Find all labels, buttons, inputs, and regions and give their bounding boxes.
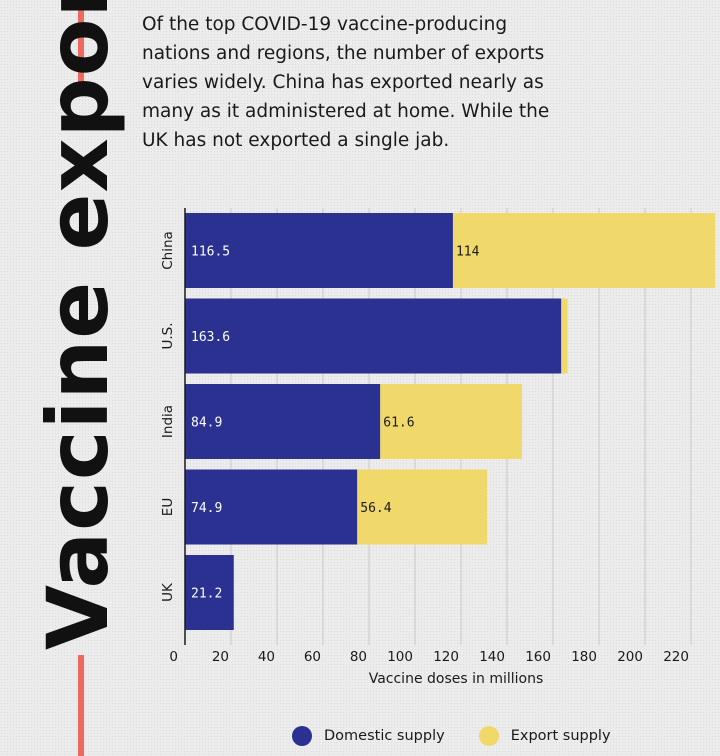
bar-domestic-us — [185, 298, 562, 374]
bar-domestic-eu — [185, 469, 358, 545]
legend-swatch-export — [478, 726, 499, 746]
legend-label-domestic: Domestic supply — [324, 728, 445, 744]
x-tick-label-220: 220 — [663, 649, 689, 665]
legend-label-export: Export supply — [510, 728, 611, 744]
data-label-domestic-uk: 21.2 — [191, 587, 222, 602]
bar-export-china — [452, 213, 716, 288]
category-label-us: U.S. — [160, 322, 176, 349]
x-tick-label-0: 0 — [169, 649, 178, 665]
x-tick-label-160: 160 — [525, 649, 551, 665]
bar-export-eu — [357, 469, 487, 545]
category-label-uk: UK — [160, 582, 176, 602]
legend-item-domestic: Domestic supply — [292, 726, 445, 746]
legend-item-export: Export supply — [478, 726, 611, 746]
x-tick-label-20: 20 — [212, 649, 229, 665]
data-label-export-eu: 56.4 — [360, 501, 391, 516]
x-axis-title: Vaccine doses in millions — [369, 671, 544, 687]
bar-export-us — [561, 298, 568, 374]
chart-description: Of the top COVID-19 vaccine-producing na… — [142, 14, 550, 151]
category-label-china: China — [160, 231, 176, 270]
x-tick-label-80: 80 — [350, 649, 367, 665]
data-label-domestic-eu: 74.9 — [191, 501, 222, 516]
data-label-domestic-china: 116.5 — [191, 245, 230, 260]
x-tick-label-180: 180 — [571, 649, 597, 665]
bar-domestic-india — [185, 384, 381, 459]
data-label-export-china: 114 — [456, 245, 480, 260]
legend: Domestic supply Export supply — [292, 726, 645, 746]
x-tick-label-100: 100 — [387, 649, 413, 665]
bar-export-india — [380, 384, 522, 459]
x-tick-label-140: 140 — [479, 649, 505, 665]
category-label-india: India — [160, 405, 176, 438]
x-tick-label-200: 200 — [617, 649, 643, 665]
accent-line-bottom — [78, 655, 84, 756]
accent-line-top — [78, 0, 84, 90]
data-label-domestic-india: 84.9 — [191, 416, 222, 431]
data-label-domestic-us: 163.6 — [191, 330, 230, 345]
x-tick-label-120: 120 — [433, 649, 459, 665]
x-tick-label-60: 60 — [304, 649, 321, 665]
category-label-eu: EU — [160, 498, 176, 516]
bar-domestic-uk — [185, 555, 234, 630]
data-label-export-india: 61.6 — [383, 416, 414, 431]
legend-swatch-domestic — [292, 726, 312, 746]
x-tick-label-40: 40 — [258, 649, 275, 665]
bar-domestic-china — [185, 213, 453, 288]
